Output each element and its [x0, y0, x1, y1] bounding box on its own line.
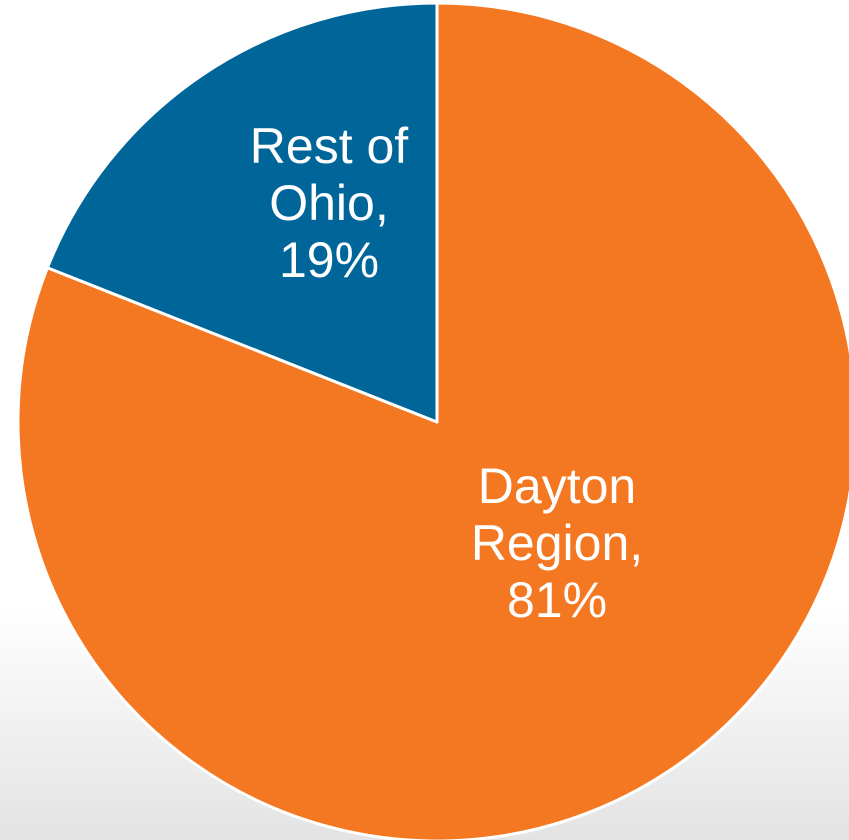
- pie-slices: [16, 1, 849, 840]
- slice-label-line: 19%: [279, 232, 379, 288]
- slice-label-dayton-region: Dayton Region, 81%: [471, 458, 643, 628]
- slice-label-line: Ohio,: [269, 175, 389, 231]
- slice-label-line: Dayton: [478, 458, 636, 514]
- pie-slice-rest-of-ohio: [45, 1, 439, 424]
- pie-labels: Dayton Region, 81% Rest of Ohio, 19%: [250, 118, 643, 628]
- slice-label-line: 81%: [507, 572, 607, 628]
- slice-label-line: Rest of: [250, 118, 409, 174]
- slice-label-rest-of-ohio: Rest of Ohio, 19%: [250, 118, 409, 288]
- slice-label-line: Region,: [471, 515, 643, 571]
